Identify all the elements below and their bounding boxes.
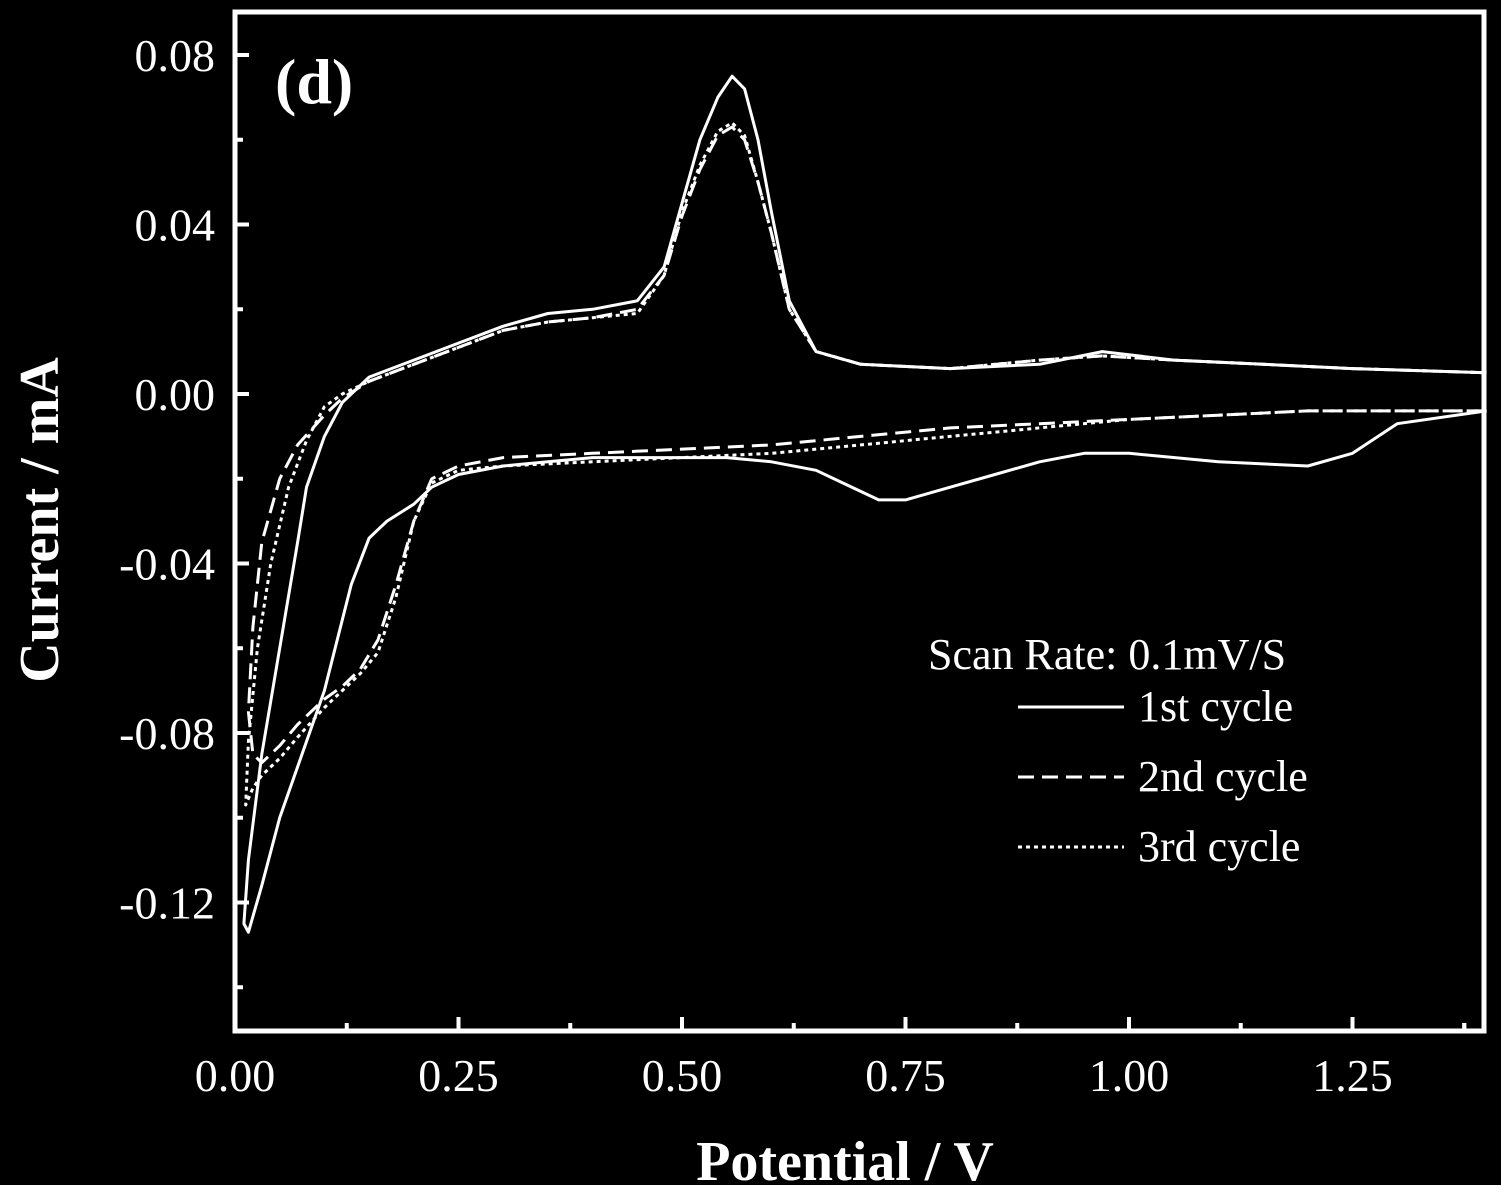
- legend-label: 1st cycle: [1138, 682, 1293, 731]
- legend-label: 2nd cycle: [1138, 752, 1308, 801]
- series-line-2nd-cycle: [246, 125, 1487, 765]
- data-curves: [242, 74, 1487, 934]
- y-tick-label: 0.00: [135, 369, 216, 420]
- legend-label: 3rd cycle: [1138, 822, 1300, 871]
- series-line-3rd-cycle: [244, 121, 1487, 807]
- x-tick-label: 0.00: [195, 1050, 276, 1101]
- series-line-1st-cycle: [242, 74, 1487, 934]
- x-tick-label: 0.25: [418, 1050, 499, 1101]
- panel-label: (d): [275, 46, 353, 117]
- legend: Scan Rate: 0.1mV/S 1st cycle 2nd cycle 3rd…: [928, 630, 1308, 871]
- x-tick-label: 1.00: [1089, 1050, 1170, 1101]
- legend-title: Scan Rate: 0.1mV/S: [928, 630, 1286, 679]
- y-tick-label: -0.08: [119, 708, 215, 759]
- x-tick-label: 0.75: [865, 1050, 946, 1101]
- axis-ticks: 0.00 0.25 0.50 0.75 1.00 1.25 0.08 0.04 0.00 -0.0…: [119, 30, 1467, 1101]
- y-tick-label: -0.04: [119, 539, 215, 590]
- x-axis-title: Potential / V: [696, 1131, 994, 1185]
- y-tick-label: 0.08: [135, 30, 216, 81]
- y-axis-title: Current / mA: [9, 357, 71, 683]
- y-tick-label: -0.12: [119, 878, 215, 929]
- plot-frame: [232, 9, 1487, 1034]
- x-tick-label: 0.50: [642, 1050, 723, 1101]
- x-tick-label: 1.25: [1312, 1050, 1393, 1101]
- y-tick-label: 0.04: [135, 200, 216, 251]
